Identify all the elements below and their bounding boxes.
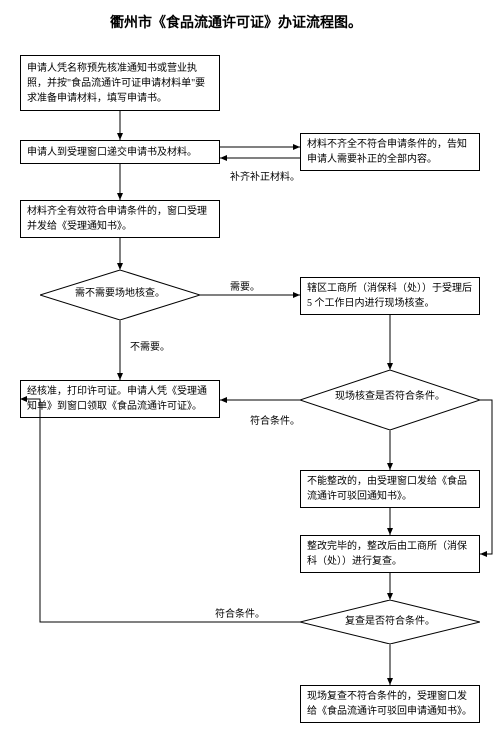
flowchart-canvas: 衢州市《食品流通许可证》办证流程图。 申请人凭名称预先核准通知书或营业执照，并按… <box>0 0 500 749</box>
node-text: 整改完毕的，整改后由工商所（消保科（处））进行复查。 <box>307 539 473 569</box>
decision-recheck-pass <box>300 600 480 644</box>
edge-label-d3-pass: 符合条件。 <box>215 605 265 620</box>
node-text: 申请人凭名称预先核准通知书或营业执照，并按"食品流通许可证申请材料单"要求准备申… <box>27 61 213 106</box>
node-prepare-materials: 申请人凭名称预先核准通知书或营业执照，并按"食品流通许可证申请材料单"要求准备申… <box>20 55 220 111</box>
node-incomplete-notify: 材料不齐全不符合申请条件的，告知申请人需要补正的全部内容。 <box>300 133 480 171</box>
node-text: 材料齐全有效符合申请条件的，窗口受理并发给《受理通知书》。 <box>27 204 213 234</box>
node-recheck: 整改完毕的，整改后由工商所（消保科（处））进行复查。 <box>300 535 480 573</box>
node-onsite-check: 辖区工商所（消保科（处））于受理后 5 个工作日内进行现场核查。 <box>300 277 480 315</box>
decision-site-check <box>40 270 200 320</box>
decision-check-pass <box>300 370 480 430</box>
node-text: 材料不齐全不符合申请条件的，告知申请人需要补正的全部内容。 <box>307 137 473 167</box>
node-submit: 申请人到受理窗口递交申请书及材料。 <box>20 140 220 164</box>
node-issue-license: 经核准，打印许可证。申请人凭《受理通知单》到窗口领取《食品流通许可证》。 <box>20 380 220 418</box>
node-reject-recheck: 现场复查不符合条件的，受理窗口发给《食品流通许可驳回申请通知书》。 <box>300 685 480 723</box>
edge-label-notneed: 不需要。 <box>130 338 170 353</box>
node-text: 申请人到受理窗口递交申请书及材料。 <box>27 145 197 160</box>
node-text: 辖区工商所（消保科（处））于受理后 5 个工作日内进行现场核查。 <box>307 281 473 311</box>
edge-label-need: 需要。 <box>230 278 260 293</box>
edge-label-supplement: 补齐补正材料。 <box>230 168 300 183</box>
node-text: 经核准，打印许可证。申请人凭《受理通知单》到窗口领取《食品流通许可证》。 <box>27 384 213 414</box>
edge-label-d2-pass: 符合条件。 <box>250 412 300 427</box>
node-text: 现场复查不符合条件的，受理窗口发给《食品流通许可驳回申请通知书》。 <box>307 689 473 719</box>
node-accept-notice: 材料齐全有效符合申请条件的，窗口受理并发给《受理通知书》。 <box>20 200 220 238</box>
node-text: 不能整改的，由受理窗口发给《食品流通许可驳回通知书》。 <box>307 474 473 504</box>
page-title: 衢州市《食品流通许可证》办证流程图。 <box>110 12 362 32</box>
node-reject-no-fix: 不能整改的，由受理窗口发给《食品流通许可驳回通知书》。 <box>300 470 480 508</box>
